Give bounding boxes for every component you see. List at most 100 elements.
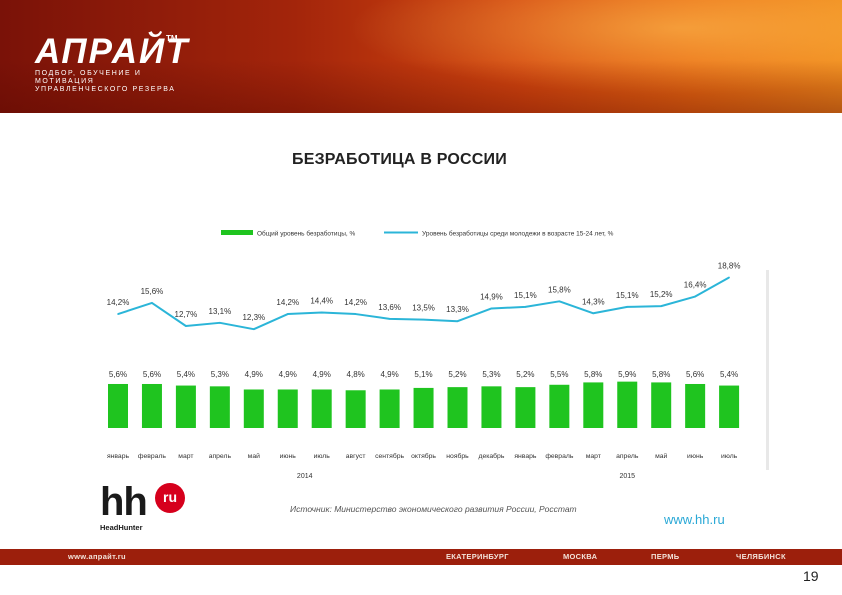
- x-tick-label: июнь: [280, 453, 297, 460]
- hh-ru-badge: ru: [155, 483, 185, 513]
- line-point: [253, 328, 255, 330]
- line-value-label: 16,4%: [684, 281, 707, 290]
- footer-site-link[interactable]: www.апрайт.ru: [68, 552, 126, 561]
- year-label: 2015: [619, 473, 635, 480]
- line-point: [185, 325, 187, 327]
- x-tick-label: август: [346, 453, 366, 460]
- line-value-label: 13,3%: [446, 305, 469, 314]
- x-tick-label: февраль: [545, 453, 574, 460]
- hh-site-link[interactable]: www.hh.ru: [664, 512, 725, 527]
- line-point: [660, 305, 662, 307]
- line-point: [320, 311, 323, 314]
- line-value-label: 15,1%: [616, 291, 639, 300]
- bar: [685, 383, 706, 428]
- bar: [345, 390, 366, 428]
- bar-value-label: 5,1%: [414, 370, 432, 379]
- line-value-label: 12,7%: [175, 310, 198, 319]
- line-point: [626, 306, 629, 308]
- x-tick-label: январь: [514, 453, 537, 460]
- line-point: [558, 300, 561, 303]
- headhunter-logo[interactable]: hh ru HeadHunter: [100, 480, 185, 532]
- bar: [481, 386, 502, 428]
- line-point: [354, 313, 357, 315]
- x-tick-label: июль: [314, 453, 331, 460]
- line-value-label: 18,8%: [718, 261, 741, 270]
- line-point: [388, 318, 391, 320]
- apright-logo[interactable]: АПРАЙТ TM ПОДБОР, ОБУЧЕНИЕ И МОТИВАЦИЯ У…: [35, 34, 190, 94]
- x-tick-label: май: [248, 452, 260, 460]
- bar: [379, 389, 400, 428]
- bar-value-label: 5,4%: [177, 370, 195, 379]
- bar-value-label: 5,3%: [211, 370, 229, 379]
- x-tick-label: апрель: [616, 453, 639, 460]
- line-point: [286, 313, 289, 315]
- bar-value-label: 5,6%: [109, 370, 127, 379]
- line-point: [117, 313, 119, 315]
- bar: [311, 389, 332, 428]
- bar: [209, 386, 230, 428]
- x-tick-label: октябрь: [411, 452, 436, 460]
- x-tick-label: сентябрь: [375, 452, 404, 460]
- page-title: БЕЗРАБОТИЦА В РОССИИ: [292, 151, 507, 168]
- year-label: 2014: [297, 473, 313, 480]
- legend-label: Общий уровень безработицы, %: [257, 230, 356, 238]
- x-tick-label: май: [655, 452, 667, 460]
- line-value-label: 13,5%: [412, 304, 435, 313]
- line-value-label: 14,9%: [480, 292, 503, 301]
- line-point: [524, 306, 527, 308]
- bar-value-label: 5,8%: [652, 370, 670, 379]
- line-point: [422, 318, 425, 321]
- x-tick-label: февраль: [138, 453, 167, 460]
- bar-value-label: 4,9%: [380, 370, 398, 379]
- line-point: [219, 322, 221, 324]
- bar-value-label: 4,9%: [313, 370, 331, 379]
- legend-label: Уровень безработицы среди молодежи в воз…: [422, 230, 614, 238]
- bar: [413, 387, 434, 428]
- bar-value-label: 5,4%: [720, 370, 738, 379]
- line-value-label: 13,6%: [378, 303, 401, 312]
- line-value-label: 14,3%: [582, 297, 605, 306]
- header-banner: АПРАЙТ TM ПОДБОР, ОБУЧЕНИЕ И МОТИВАЦИЯ У…: [0, 0, 842, 113]
- line-value-label: 14,2%: [344, 298, 367, 307]
- line-point: [728, 276, 730, 279]
- line-value-label: 13,1%: [209, 307, 232, 316]
- bar-value-label: 5,9%: [618, 370, 636, 379]
- line-value-label: 12,3%: [242, 313, 265, 322]
- bar-value-label: 4,9%: [279, 370, 297, 379]
- x-tick-label: март: [178, 453, 193, 460]
- footer-city: ЕКАТЕРИНБУРГ: [446, 552, 509, 561]
- line-value-label: 15,6%: [141, 287, 164, 296]
- bar: [651, 382, 672, 428]
- logo-tagline: ПОДБОР, ОБУЧЕНИЕ И МОТИВАЦИЯ УПРАВЛЕНЧЕС…: [35, 70, 176, 93]
- bar-value-label: 4,8%: [347, 370, 365, 379]
- bar-value-label: 5,2%: [448, 370, 466, 379]
- bar: [515, 387, 536, 428]
- x-tick-label: ноябрь: [446, 452, 469, 460]
- footer-city: ЧЕЛЯБИНСК: [736, 552, 786, 561]
- source-note: Источник: Министерство экономического ра…: [290, 504, 577, 514]
- line-point: [592, 312, 595, 315]
- bar-value-label: 5,2%: [516, 370, 534, 379]
- bar: [108, 383, 128, 428]
- x-tick-label: июнь: [687, 453, 704, 460]
- line-point: [456, 320, 459, 323]
- x-tick-label: декабрь: [479, 452, 505, 460]
- x-tick-label: март: [586, 453, 601, 460]
- bar: [447, 387, 468, 428]
- bar: [141, 383, 162, 428]
- hh-logo-text: hh: [100, 480, 148, 524]
- legend-swatch-bar: [221, 230, 253, 235]
- bar: [583, 382, 604, 428]
- x-tick-label: январь: [107, 453, 130, 460]
- bar-value-label: 4,9%: [245, 370, 263, 379]
- bar-value-label: 5,6%: [686, 370, 704, 379]
- divider-line: [766, 270, 769, 470]
- bar: [549, 384, 570, 428]
- line-point: [490, 307, 493, 310]
- footer-city: ПЕРМЬ: [651, 552, 680, 561]
- bar: [243, 389, 264, 428]
- line-value-label: 14,4%: [310, 296, 333, 305]
- bar: [617, 381, 638, 428]
- bar-value-label: 5,8%: [584, 370, 602, 379]
